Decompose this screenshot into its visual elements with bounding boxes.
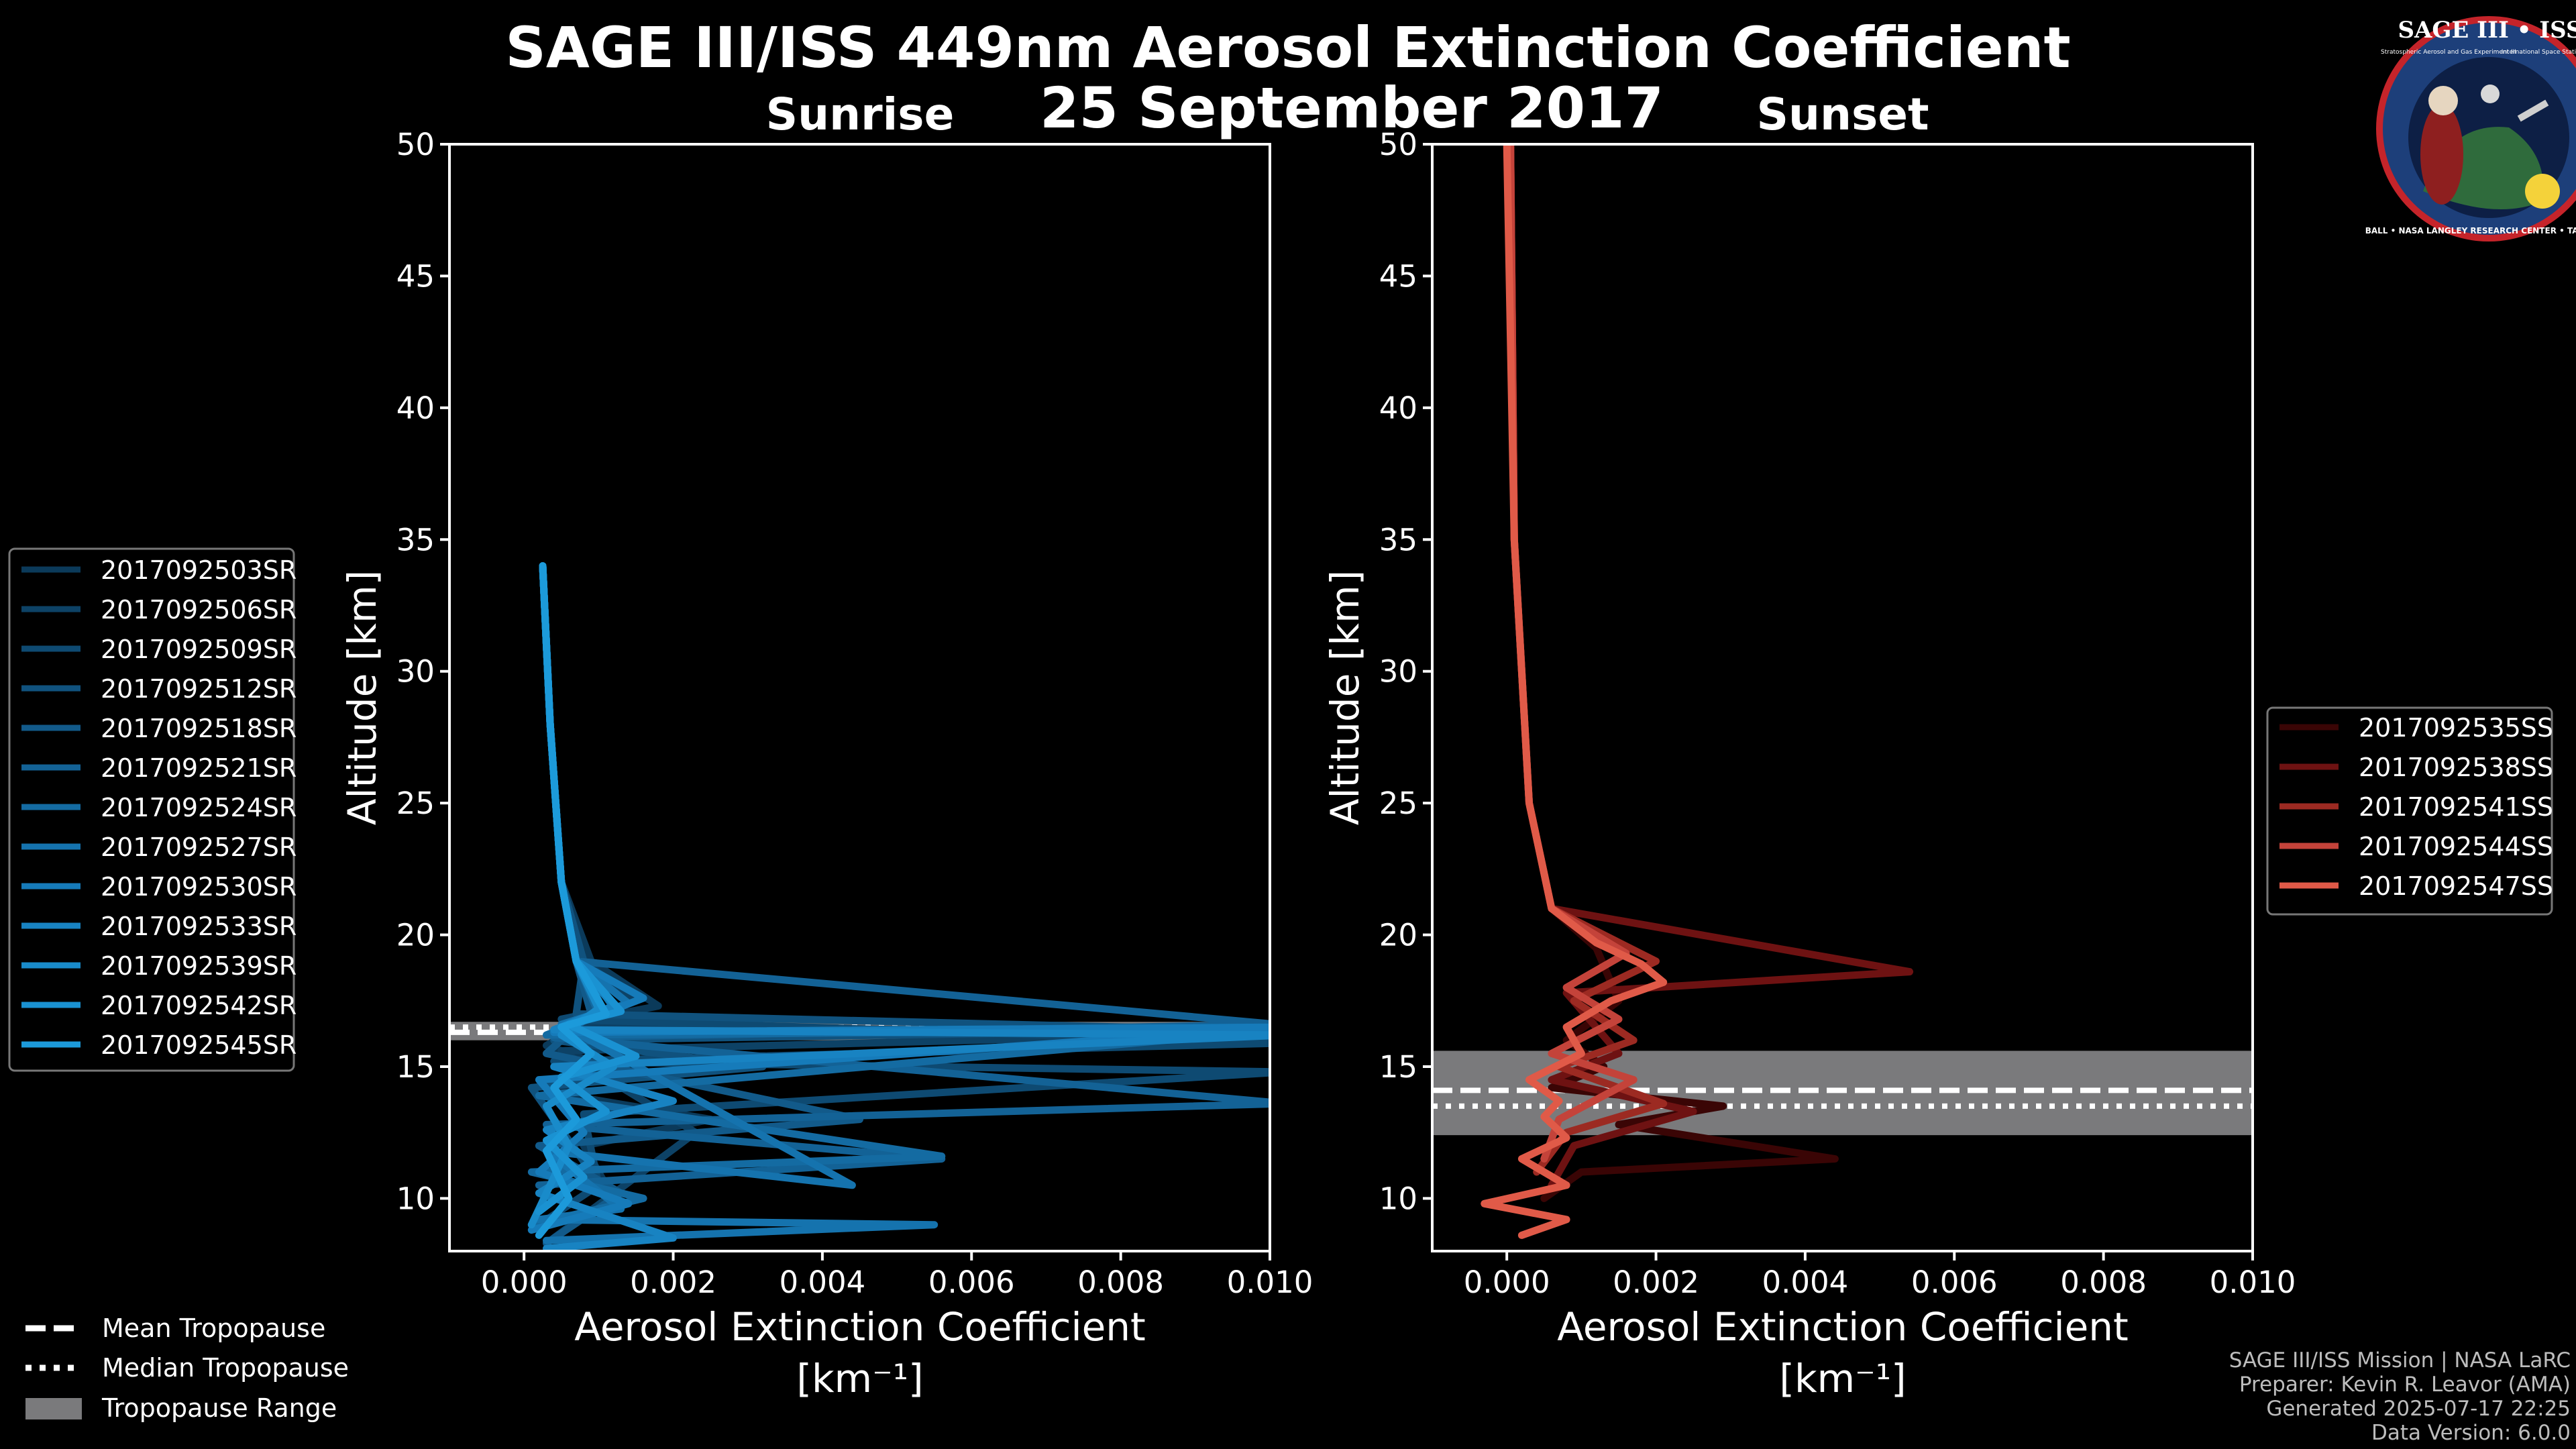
sunset-xunit: [km⁻¹] — [1779, 1356, 1906, 1401]
figure-date: 25 September 2017 — [1040, 75, 1664, 141]
sunset-ytick-label: 40 — [1379, 390, 1417, 426]
sunrise-xtick-label: 0.010 — [1227, 1265, 1313, 1300]
series-line-2017092509SR — [535, 562, 1270, 1229]
logo-ring-text: BALL • NASA LANGLEY RESEARCH CENTER • TA… — [2365, 226, 2576, 235]
sunrise-xtick-label: 0.004 — [779, 1265, 865, 1300]
logo-figure-icon — [2420, 104, 2463, 205]
tropopause-legend: Mean Tropopause Median Tropopause Tropop… — [25, 1313, 349, 1423]
legend-label-2017092542SR: 2017092542SR — [101, 991, 297, 1020]
sunset-xtick-label: 0.010 — [2210, 1265, 2296, 1300]
legend-label-2017092518SR: 2017092518SR — [101, 714, 297, 743]
sunset-ytick-label: 15 — [1379, 1049, 1417, 1085]
logo-moon-icon — [2481, 85, 2500, 103]
sunrise-ytick-label: 35 — [396, 522, 435, 557]
sunset-xtick-label: 0.008 — [2060, 1265, 2147, 1300]
sunset-xtick-label: 0.006 — [1911, 1265, 1998, 1300]
sunset-ytick-label: 10 — [1379, 1181, 1417, 1216]
sunset-xlabel: Aerosol Extinction Coefficient — [1557, 1304, 2129, 1350]
sunset-ytick-label: 20 — [1379, 918, 1417, 953]
sunset-ytick-label: 30 — [1379, 654, 1417, 690]
sunrise-ylabel: Altitude [km] — [339, 570, 385, 825]
sunset-xtick-label: 0.000 — [1464, 1265, 1550, 1300]
logo-station-icon — [2517, 99, 2549, 122]
sunset-ytick-label: 35 — [1379, 522, 1417, 557]
sunrise-axes-frame — [448, 143, 1271, 1252]
legend-label-2017092527SR: 2017092527SR — [101, 833, 297, 862]
sunrise-ytick-label: 40 — [396, 390, 435, 426]
credit-preparer: Preparer: Kevin R. Leavor (AMA) — [2239, 1373, 2571, 1397]
sunset-legend: 2017092535SS 2017092538SS 2017092541SS 2017… — [2266, 706, 2553, 916]
sunset-axes-frame — [1431, 143, 2254, 1252]
series-line-2017092547SS — [1481, 144, 1668, 1239]
series-line-2017092518SR — [535, 562, 863, 1247]
sunrise-ytick-label: 10 — [396, 1181, 435, 1216]
sunrise-xtick-label: 0.000 — [481, 1265, 568, 1300]
legend-label-2017092521SR: 2017092521SR — [101, 753, 297, 783]
legend-label-2017092539SR: 2017092539SR — [101, 951, 297, 981]
sunrise-ytick-label: 50 — [396, 127, 435, 162]
logo-subtext-2: International Space Station — [2502, 49, 2576, 56]
legend-label-2017092535SS: 2017092535SS — [2359, 713, 2553, 743]
sunrise-plot: 10 15 20 25 30 35 40 45 50 0.000 0.002 0.004 0.006 0.… — [396, 127, 1313, 1300]
legend-label-2017092512SR: 2017092512SR — [101, 674, 297, 704]
sunset-ylabel: Altitude [km] — [1322, 570, 1368, 825]
legend-label-2017092506SR: 2017092506SR — [101, 595, 297, 625]
sunrise-xtick-label: 0.002 — [630, 1265, 716, 1300]
legend-label-2017092544SS: 2017092544SS — [2359, 832, 2553, 861]
credits: SAGE III/ISS Mission | NASA LaRC Prepare… — [2229, 1348, 2571, 1445]
sunset-ytick-label: 45 — [1379, 258, 1417, 294]
tropopause-range-swatch — [25, 1398, 82, 1419]
series-line-2017092545SR — [535, 562, 610, 1239]
sunrise-ytick-label: 15 — [396, 1049, 435, 1085]
sunrise-ytick-label: 20 — [396, 918, 435, 953]
legend-label-2017092533SR: 2017092533SR — [101, 912, 297, 941]
sunrise-xtick-label: 0.006 — [928, 1265, 1015, 1300]
sunset-xtick-label: 0.002 — [1613, 1265, 1699, 1300]
sunset-legend-frame — [2266, 706, 2553, 916]
sunset-ytick-label: 50 — [1379, 127, 1417, 162]
legend-label-2017092509SR: 2017092509SR — [101, 635, 297, 664]
sunrise-legend-frame — [8, 547, 295, 1072]
credit-generated: Generated 2025-07-17 22:25 — [2266, 1397, 2571, 1421]
legend-label-2017092530SR: 2017092530SR — [101, 872, 297, 902]
logo-subtext-1: Stratospheric Aerosol and Gas Experiment… — [2381, 49, 2516, 56]
sunrise-legend: 2017092503SR 2017092506SR 2017092509SR 2017… — [8, 547, 297, 1072]
logo-sun-icon — [2525, 174, 2560, 209]
legend-label-2017092541SS: 2017092541SS — [2359, 792, 2553, 822]
sunrise-ytick-label: 30 — [396, 654, 435, 690]
sunrise-ytick-label: 25 — [396, 786, 435, 821]
sunrise-xunit: [km⁻¹] — [796, 1356, 923, 1401]
series-line-2017092533SR — [535, 562, 1270, 1251]
sunset-ytick-label: 25 — [1379, 786, 1417, 821]
series-line-2017092535SS — [1507, 144, 1839, 1202]
legend-label-2017092538SS: 2017092538SS — [2359, 753, 2553, 782]
legend-label-2017092524SR: 2017092524SR — [101, 793, 297, 822]
legend-label-2017092503SR: 2017092503SR — [101, 555, 297, 585]
series-line-2017092524SR — [527, 562, 1270, 1229]
sunset-xtick-label: 0.004 — [1762, 1265, 1848, 1300]
sage-iii-iss-logo: SAGE III • ISS Stratospheric Aerosol and… — [2365, 16, 2576, 241]
sunrise-data-area — [449, 562, 1270, 1251]
sunrise-ytick-label: 45 — [396, 258, 435, 294]
mean-tropopause-label: Mean Tropopause — [102, 1313, 325, 1343]
credit-version: Data Version: 6.0.0 — [2371, 1421, 2571, 1445]
sunset-data-area — [1432, 144, 2253, 1239]
credit-mission: SAGE III/ISS Mission | NASA LaRC — [2229, 1348, 2571, 1373]
tropopause-range-label: Tropopause Range — [101, 1393, 337, 1423]
sunrise-panel-title: Sunrise — [766, 89, 955, 140]
sunset-panel-title: Sunset — [1756, 89, 1929, 140]
logo-title: SAGE III • ISS — [2398, 17, 2576, 44]
legend-label-2017092545SR: 2017092545SR — [101, 1030, 297, 1060]
legend-label-2017092547SS: 2017092547SS — [2359, 871, 2553, 901]
sunrise-xtick-label: 0.008 — [1077, 1265, 1164, 1300]
median-tropopause-label: Median Tropopause — [102, 1353, 349, 1383]
figure-title: SAGE III/ISS 449nm Aerosol Extinction Co… — [505, 15, 2070, 80]
sunrise-xlabel: Aerosol Extinction Coefficient — [574, 1304, 1146, 1350]
sunset-plot: 10 15 20 25 30 35 40 45 50 0.000 0.002 0.004 0.006 0.… — [1379, 127, 2296, 1300]
